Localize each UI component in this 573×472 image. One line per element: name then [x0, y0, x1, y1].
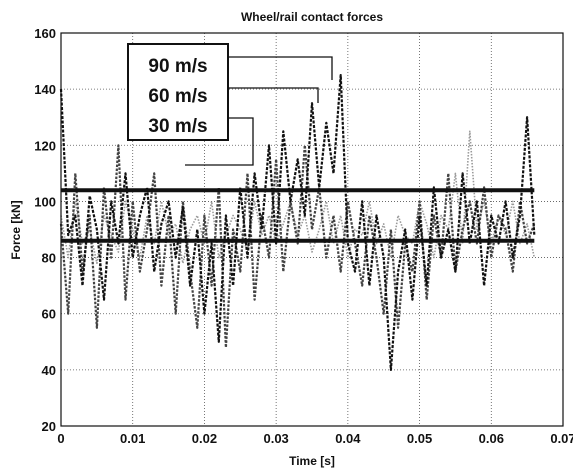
x-tick-label: 0.04	[335, 431, 361, 446]
x-tick-label: 0.03	[263, 431, 288, 446]
y-tick-label: 160	[34, 26, 56, 41]
y-tick-label: 60	[42, 307, 56, 322]
x-tick-label: 0.05	[407, 431, 432, 446]
y-tick-label: 80	[42, 251, 56, 266]
x-tick-label: 0.01	[120, 431, 145, 446]
y-tick-label: 120	[34, 138, 56, 153]
x-axis-ticks: 0 0.01 0.02 0.03 0.04 0.05 0.06 0.07	[57, 431, 573, 446]
x-tick-label: 0.02	[192, 431, 217, 446]
x-tick-label: 0.06	[479, 431, 504, 446]
series-layer	[59, 73, 536, 371]
legend: 90 m/s 60 m/s 30 m/s	[127, 43, 333, 166]
plot-frame	[60, 32, 564, 427]
legend-leader-line	[228, 87, 319, 103]
y-tick-label: 40	[42, 363, 56, 378]
legend-items: 90 m/s 60 m/s 30 m/s	[148, 56, 207, 137]
series-line-30-m-s	[60, 130, 536, 265]
legend-leader-line	[185, 117, 254, 166]
x-tick-label: 0	[57, 431, 64, 446]
legend-entry: 90 m/s	[148, 56, 207, 77]
legend-leader-line	[228, 56, 333, 80]
y-tick-label: 100	[34, 194, 56, 209]
y-axis-ticks: 20 40 60 80 100 120 140 160	[34, 26, 56, 434]
series-line-90-m-s	[59, 73, 536, 371]
y-axis-title: Force [kN]	[9, 200, 23, 259]
x-tick-label: 0.07	[550, 431, 573, 446]
chart-title: Wheel/rail contact forces	[241, 10, 383, 24]
y-tick-label: 20	[42, 419, 56, 434]
legend-box	[127, 43, 229, 141]
reference-lines	[61, 188, 535, 243]
legend-entry: 30 m/s	[148, 116, 207, 137]
legend-leader-lines	[185, 56, 333, 166]
x-axis-title: Time [s]	[289, 454, 335, 468]
legend-entry: 60 m/s	[148, 86, 207, 107]
y-tick-label: 140	[34, 82, 56, 97]
